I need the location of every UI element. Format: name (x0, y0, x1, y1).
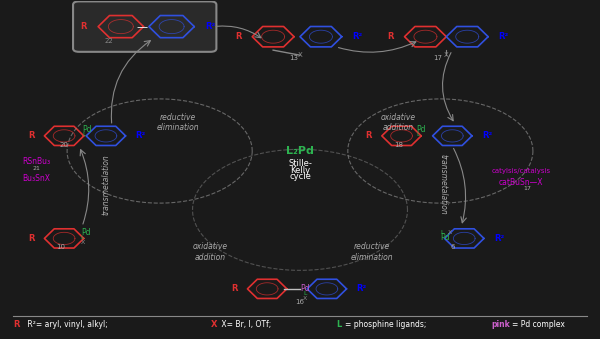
Text: R²: R² (494, 234, 504, 243)
Text: X: X (303, 296, 307, 301)
Text: R²: R² (482, 132, 492, 140)
Text: = phosphine ligands;: = phosphine ligands; (345, 320, 431, 329)
Text: 20: 20 (59, 142, 68, 148)
Text: R: R (13, 320, 20, 329)
Text: R: R (235, 32, 242, 41)
Text: oxidative
addition: oxidative addition (381, 113, 416, 132)
Text: R: R (80, 22, 87, 31)
Text: 22: 22 (104, 38, 113, 44)
Text: Kelly: Kelly (290, 166, 310, 175)
Text: L: L (303, 292, 307, 296)
Text: 10: 10 (56, 243, 65, 250)
Text: L: L (440, 230, 444, 235)
Text: L: L (416, 132, 420, 137)
Text: X: X (81, 240, 85, 245)
Text: 21: 21 (32, 165, 40, 171)
Text: 17: 17 (523, 186, 531, 191)
Text: L: L (336, 320, 341, 329)
Text: Stille-: Stille- (288, 159, 312, 168)
Text: 13: 13 (290, 55, 299, 61)
Text: pink: pink (491, 320, 510, 329)
Text: X: X (211, 320, 217, 329)
Text: Pd: Pd (416, 125, 426, 134)
Text: L: L (81, 235, 85, 240)
Text: Pd: Pd (81, 228, 91, 237)
Text: Pd: Pd (82, 125, 92, 134)
Text: X: X (298, 52, 302, 58)
Text: L₂Pd: L₂Pd (286, 146, 314, 156)
Text: reductive
elimination: reductive elimination (350, 242, 393, 262)
Text: Pd: Pd (300, 284, 310, 293)
Text: transmetalation: transmetalation (439, 154, 448, 215)
Text: R²= aryl, vinyl, alkyl;: R²= aryl, vinyl, alkyl; (25, 320, 113, 329)
Text: 18: 18 (394, 142, 403, 148)
Text: oxidative
addition: oxidative addition (193, 242, 228, 262)
Text: R²: R² (352, 32, 362, 41)
Text: reductive
elimination: reductive elimination (156, 113, 199, 132)
Text: 6: 6 (450, 243, 455, 250)
Text: R: R (28, 132, 35, 140)
Text: transmetalation: transmetalation (101, 154, 110, 215)
Text: R: R (365, 132, 372, 140)
Text: = Pd complex: = Pd complex (512, 320, 565, 329)
Text: X= Br, I, OTf;: X= Br, I, OTf; (220, 320, 277, 329)
Text: R²: R² (206, 22, 216, 31)
Text: cycle: cycle (289, 173, 311, 181)
Text: —: — (136, 22, 147, 32)
FancyBboxPatch shape (73, 1, 217, 52)
Text: R²: R² (356, 284, 367, 293)
Text: catylsis/catalysis: catylsis/catalysis (491, 168, 551, 174)
Text: RSnBu₃: RSnBu₃ (22, 157, 50, 166)
Text: R: R (28, 234, 35, 243)
Text: L: L (82, 132, 86, 137)
Text: X: X (448, 230, 452, 235)
Text: 17: 17 (433, 55, 442, 61)
Text: 16: 16 (296, 299, 305, 305)
Text: R: R (231, 284, 238, 293)
Text: R: R (388, 32, 394, 41)
Text: X: X (444, 52, 449, 58)
Text: Bu₃SnX: Bu₃SnX (22, 174, 50, 183)
Text: catBuSn—X: catBuSn—X (499, 178, 543, 187)
Text: R²: R² (136, 132, 146, 140)
Text: Pd: Pd (440, 233, 450, 242)
Text: R²: R² (499, 32, 509, 41)
